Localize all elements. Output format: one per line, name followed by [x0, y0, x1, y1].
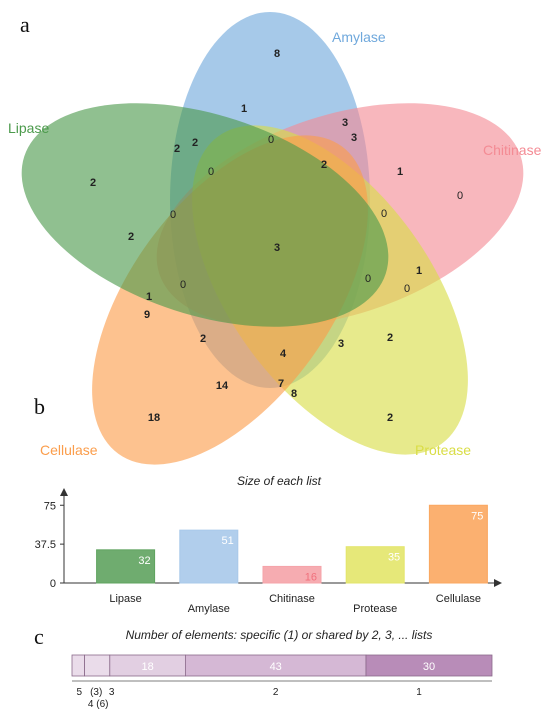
bar — [179, 529, 239, 584]
region-count: 7 — [278, 378, 284, 390]
y-tick-label: 75 — [44, 500, 56, 512]
region-count: 8 — [274, 48, 280, 60]
y-axis-arrow — [60, 488, 68, 496]
panel-letter-c: c — [34, 624, 44, 649]
bar — [262, 565, 322, 584]
shared-count-label: 5 — [77, 687, 83, 698]
category-label: Lipase — [109, 593, 141, 605]
bar-value-label: 16 — [305, 571, 317, 583]
venn-label-protease: Protease — [415, 442, 471, 458]
region-count: 0 — [365, 273, 371, 285]
x-axis-arrow — [494, 579, 502, 587]
shared-count-label: 1 — [416, 687, 422, 698]
shared-elements-bar: Number of elements: specific (1) or shar… — [71, 628, 493, 710]
region-count: 0 — [170, 209, 176, 221]
region-count: 0 — [208, 166, 214, 178]
bar — [428, 504, 488, 584]
region-count: 1 — [241, 103, 247, 115]
bar-value-label: 35 — [388, 552, 400, 564]
segment-value-label: 30 — [423, 661, 435, 673]
venn-label-lipase: Lipase — [8, 120, 49, 136]
stacked-segment — [365, 654, 493, 677]
y-tick-label: 0 — [50, 578, 56, 590]
segment-value-label: 18 — [141, 661, 153, 673]
category-label: Protease — [353, 603, 397, 615]
region-count: 1 — [416, 265, 422, 277]
region-count: 0 — [457, 190, 463, 202]
region-count: 1 — [397, 166, 403, 178]
region-count: 3 — [338, 338, 344, 350]
venn-label-amylase: Amylase — [332, 29, 386, 45]
region-count: 0 — [180, 279, 186, 291]
region-count: 3 — [342, 117, 348, 129]
region-count: 3 — [274, 242, 280, 254]
shared-count-label: 2 — [273, 687, 279, 698]
category-label: Chitinase — [269, 593, 315, 605]
region-count: 2 — [128, 231, 134, 243]
region-count: 2 — [174, 143, 180, 155]
bar — [96, 549, 156, 584]
bar-value-label: 51 — [222, 535, 234, 547]
category-label: Amylase — [188, 603, 230, 615]
region-count: 2 — [321, 159, 327, 171]
region-count: 2 — [387, 332, 393, 344]
segment-value-label: 43 — [270, 661, 282, 673]
region-count: 2 — [192, 137, 198, 149]
shared-count-label: 4 (6) — [88, 699, 109, 710]
venn-ellipse-lipase — [21, 103, 389, 327]
shared-count-label: (3) — [90, 687, 102, 698]
region-count: 9 — [144, 309, 150, 321]
y-tick-label: 37.5 — [35, 539, 56, 551]
bar-value-label: 75 — [471, 510, 483, 522]
region-count: 14 — [216, 380, 229, 392]
region-count: 1 — [146, 291, 152, 303]
bar-chart-title: Size of each list — [237, 474, 322, 488]
stacked-segment — [84, 654, 111, 677]
region-count: 2 — [200, 333, 206, 345]
category-label: Cellulase — [436, 593, 481, 605]
region-count: 3 — [351, 132, 357, 144]
venn-diagram — [21, 12, 524, 465]
region-count: 0 — [268, 134, 274, 146]
venn-label-chitinase: Chitinase — [483, 142, 542, 158]
region-count: 4 — [280, 348, 287, 360]
stacked-segment — [71, 654, 86, 677]
panel-letter-b: b — [34, 394, 45, 419]
shared-count-label: 3 — [109, 687, 115, 698]
region-count: 8 — [291, 388, 297, 400]
venn-label-cellulase: Cellulase — [40, 442, 98, 458]
list-size-bar-chart: Size of each list 0 37.5 75 32 Lipase 51 Amyl… — [35, 474, 502, 615]
region-count: 0 — [404, 283, 410, 295]
panel-letter-a: a — [20, 12, 30, 37]
venn-region-counts: 8 1 0 3 3 2 2 2 0 2 1 0 0 0 2 3 0 1 0 0 … — [90, 48, 463, 424]
region-count: 2 — [387, 412, 393, 424]
stacked-bar-title: Number of elements: specific (1) or shar… — [126, 628, 433, 642]
region-count: 18 — [148, 412, 160, 424]
bar — [345, 546, 405, 584]
bar-value-label: 32 — [138, 555, 150, 567]
region-count: 0 — [381, 208, 387, 220]
region-count: 2 — [90, 177, 96, 189]
